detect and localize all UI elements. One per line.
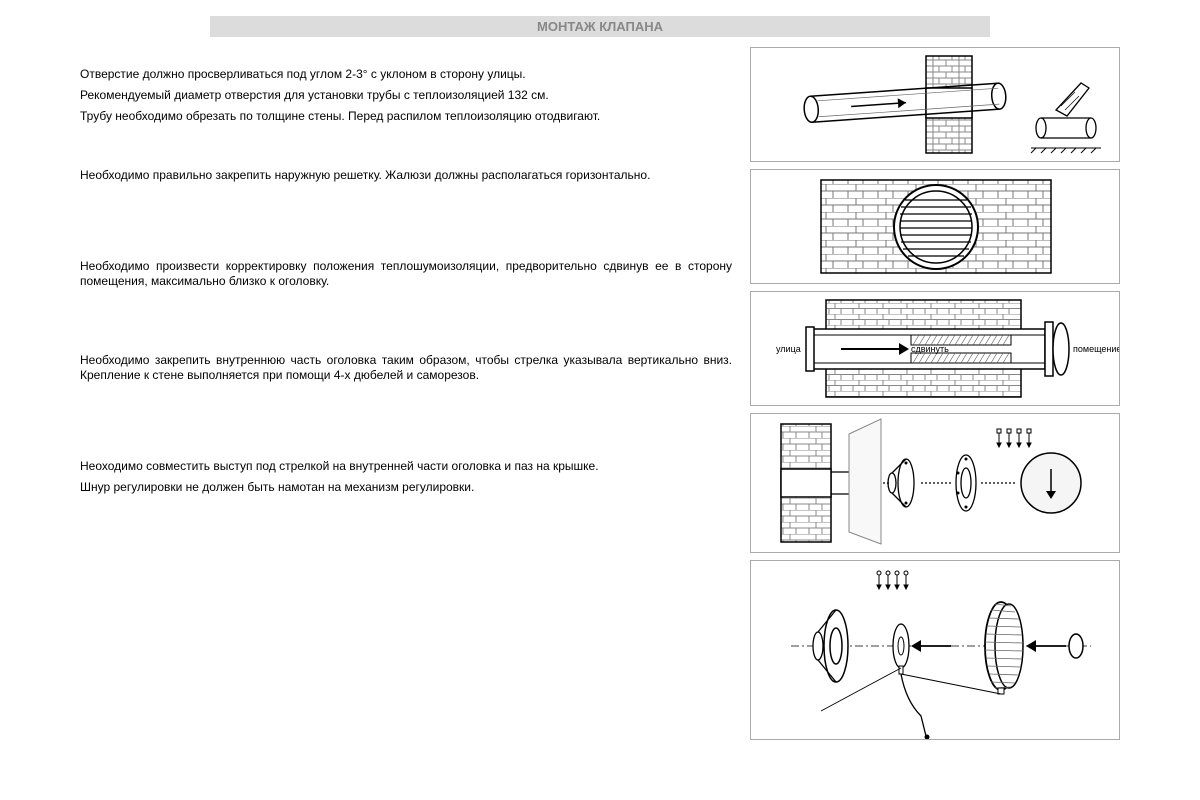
- diagram-column: улица сдвинуть помещение: [750, 47, 1120, 740]
- step2-text1: Необходимо правильно закрепить наружную …: [80, 168, 732, 183]
- diagram-step2: [750, 169, 1120, 284]
- diagram-step5: [750, 560, 1120, 740]
- text-column: Отверстие должно просверливаться под угл…: [80, 47, 750, 740]
- diagram-step3: улица сдвинуть помещение: [750, 291, 1120, 406]
- label-inside: помещение: [1073, 344, 1119, 354]
- step1-text3: Трубу необходимо обрезать по толщине сте…: [80, 109, 732, 124]
- label-slide: сдвинуть: [911, 344, 949, 354]
- step5-text1: Неоходимо совместить выступ под стрелкой…: [80, 459, 732, 474]
- diagram-step4: [750, 413, 1120, 553]
- page-title: МОНТАЖ КЛАПАНА: [210, 16, 990, 37]
- step1-text2: Рекомендуемый диаметр отверстия для уста…: [80, 88, 732, 103]
- step1-text1: Отверстие должно просверливаться под угл…: [80, 67, 732, 82]
- step4-text1: Необходимо закрепить внутреннюю часть ог…: [80, 353, 732, 383]
- step5-text2: Шнур регулировки не должен быть намотан …: [80, 480, 732, 495]
- content-area: Отверстие должно просверливаться под угл…: [0, 47, 1200, 740]
- step3-text1: Необходимо произвести корректировку поло…: [80, 259, 732, 289]
- label-outside: улица: [776, 344, 801, 354]
- diagram-step1: [750, 47, 1120, 162]
